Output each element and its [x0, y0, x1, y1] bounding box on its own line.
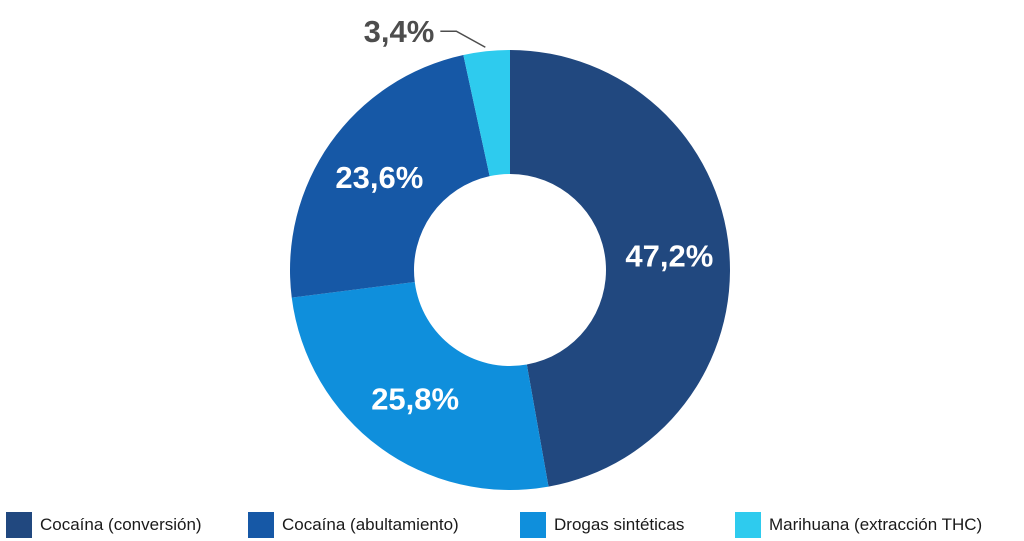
slice-label-1: 25,8% [371, 381, 459, 416]
legend-item-cocaina-conversion: Cocaína (conversión) [6, 510, 202, 540]
legend-item-drogas-sinteticas: Drogas sintéticas [520, 510, 684, 540]
legend-label: Marihuana (extracción THC) [769, 515, 983, 534]
legend-swatch [735, 512, 761, 538]
slice-label-2: 23,6% [335, 160, 423, 195]
legend-swatch [248, 512, 274, 538]
donut-slice-2 [290, 55, 490, 298]
legend-swatch [6, 512, 32, 538]
legend-label: Cocaína (conversión) [40, 515, 202, 534]
leader-line [440, 30, 486, 48]
donut-slices [290, 50, 730, 490]
legend-swatch [520, 512, 546, 538]
slice-label-3: 3,4% [364, 14, 435, 49]
donut-slice-1 [291, 282, 549, 490]
legend-item-cocaina-abultamiento: Cocaína (abultamiento) [248, 510, 459, 540]
slice-label-0: 47,2% [625, 238, 713, 273]
chart-legend: Cocaína (conversión) Cocaína (abultamien… [0, 510, 1024, 540]
slice-labels: 47,2% 25,8% 23,6% 3,4% [335, 14, 713, 417]
legend-label: Cocaína (abultamiento) [282, 515, 459, 534]
donut-slice-0 [510, 50, 730, 487]
donut-slice-3 [463, 50, 510, 177]
legend-item-marihuana-extraccion-thc: Marihuana (extracción THC) [735, 510, 982, 540]
legend-label: Drogas sintéticas [554, 515, 685, 534]
